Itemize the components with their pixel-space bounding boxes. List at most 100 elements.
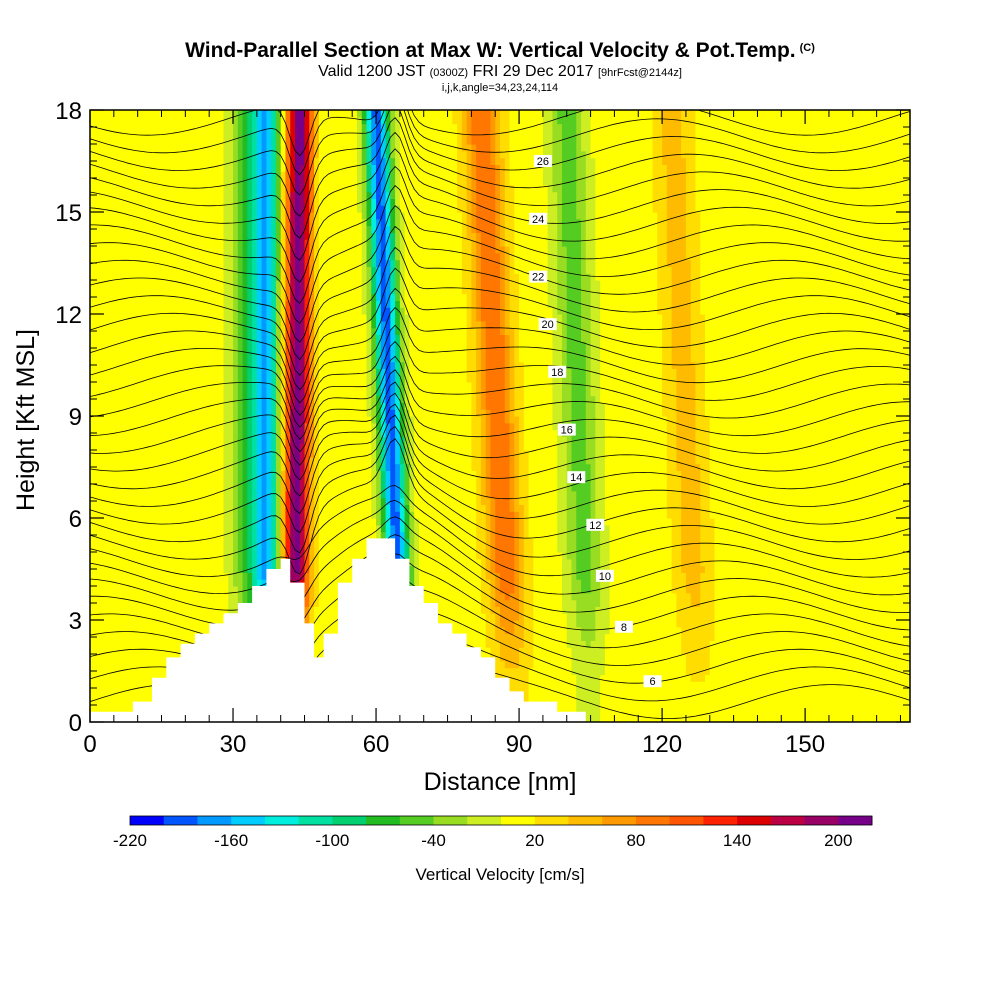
velocity-cell [123, 232, 129, 240]
velocity-cell [233, 552, 239, 560]
velocity-cell [128, 388, 134, 397]
velocity-cell [194, 164, 201, 172]
velocity-cell [151, 456, 158, 465]
velocity-cell [213, 110, 220, 118]
velocity-cell [295, 327, 301, 335]
velocity-cell [123, 463, 129, 471]
velocity-cell [166, 524, 172, 533]
velocity-cell [280, 450, 287, 458]
velocity-cell [137, 470, 144, 478]
velocity-cell [304, 205, 310, 213]
velocity-cell [314, 477, 320, 485]
velocity-cell [213, 164, 220, 172]
velocity-cell [194, 280, 201, 288]
velocity-cell [333, 314, 339, 322]
velocity-cell [171, 558, 177, 567]
velocity-cell [142, 640, 148, 648]
velocity-cell [156, 130, 163, 138]
velocity-cell [128, 266, 134, 274]
velocity-cell [233, 150, 239, 159]
velocity-cell [132, 130, 139, 138]
velocity-cell [123, 246, 129, 254]
velocity-cell [328, 558, 334, 567]
velocity-cell [180, 572, 186, 580]
velocity-cell [218, 409, 225, 417]
velocity-cell [94, 232, 101, 240]
velocity-cell [204, 620, 210, 628]
velocity-cell [256, 191, 263, 199]
velocity-cell [118, 477, 124, 485]
velocity-cell [252, 558, 258, 567]
velocity-cell [94, 524, 101, 533]
velocity-cell [323, 620, 329, 628]
velocity-cell [256, 259, 263, 267]
velocity-cell [218, 436, 225, 444]
velocity-cell [190, 409, 196, 417]
velocity-cell [337, 178, 344, 186]
velocity-cell [323, 225, 329, 233]
velocity-cell [142, 531, 148, 539]
velocity-cell [94, 225, 101, 233]
velocity-cell [304, 164, 310, 172]
velocity-cell [147, 674, 153, 682]
velocity-cell [166, 382, 172, 390]
velocity-cell [113, 674, 120, 682]
velocity-cell [252, 191, 258, 199]
velocity-cell [137, 130, 144, 138]
velocity-cell [123, 198, 129, 206]
velocity-cell [94, 490, 101, 499]
velocity-cell [99, 375, 105, 383]
velocity-cell [237, 572, 244, 580]
velocity-cell [295, 429, 301, 437]
velocity-cell [333, 463, 339, 471]
velocity-cell [204, 341, 210, 349]
velocity-cell [299, 184, 306, 193]
velocity-cell [271, 300, 277, 308]
velocity-cell [252, 361, 258, 369]
velocity-cell [261, 273, 267, 281]
velocity-cell [333, 388, 339, 397]
velocity-cell [151, 470, 158, 478]
velocity-cell [142, 586, 148, 594]
velocity-cell [252, 375, 258, 383]
velocity-cell [309, 293, 315, 301]
velocity-cell [328, 191, 334, 199]
velocity-cell [337, 327, 344, 335]
velocity-cell [275, 314, 282, 322]
velocity-cell [166, 341, 172, 349]
velocity-cell [314, 116, 320, 125]
velocity-cell [194, 613, 201, 621]
velocity-cell [280, 314, 287, 322]
velocity-cell [104, 218, 110, 227]
velocity-cell [142, 599, 148, 607]
velocity-cell [323, 518, 329, 526]
velocity-cell [285, 524, 291, 533]
velocity-cell [323, 144, 329, 152]
velocity-cell [128, 375, 134, 383]
velocity-cell [314, 531, 320, 539]
velocity-cell [109, 110, 115, 118]
velocity-cell [151, 361, 158, 369]
velocity-cell [113, 259, 120, 267]
velocity-cell [180, 422, 186, 431]
velocity-cell [261, 150, 267, 159]
velocity-cell [104, 456, 110, 465]
velocity-cell [118, 524, 124, 533]
velocity-cell [151, 266, 158, 274]
velocity-cell [218, 320, 225, 329]
velocity-cell [137, 484, 144, 492]
velocity-cell [347, 314, 353, 322]
velocity-cell [161, 327, 167, 335]
velocity-cell [118, 409, 124, 417]
velocity-cell [209, 137, 215, 145]
velocity-cell [194, 552, 201, 560]
velocity-cell [252, 259, 258, 267]
velocity-cell [299, 490, 306, 499]
velocity-cell [147, 620, 153, 628]
velocity-cell [290, 382, 296, 390]
velocity-cell [171, 157, 177, 165]
velocity-cell [142, 314, 148, 322]
velocity-cell [113, 429, 120, 437]
velocity-cell [342, 490, 349, 499]
velocity-cell [166, 395, 172, 403]
